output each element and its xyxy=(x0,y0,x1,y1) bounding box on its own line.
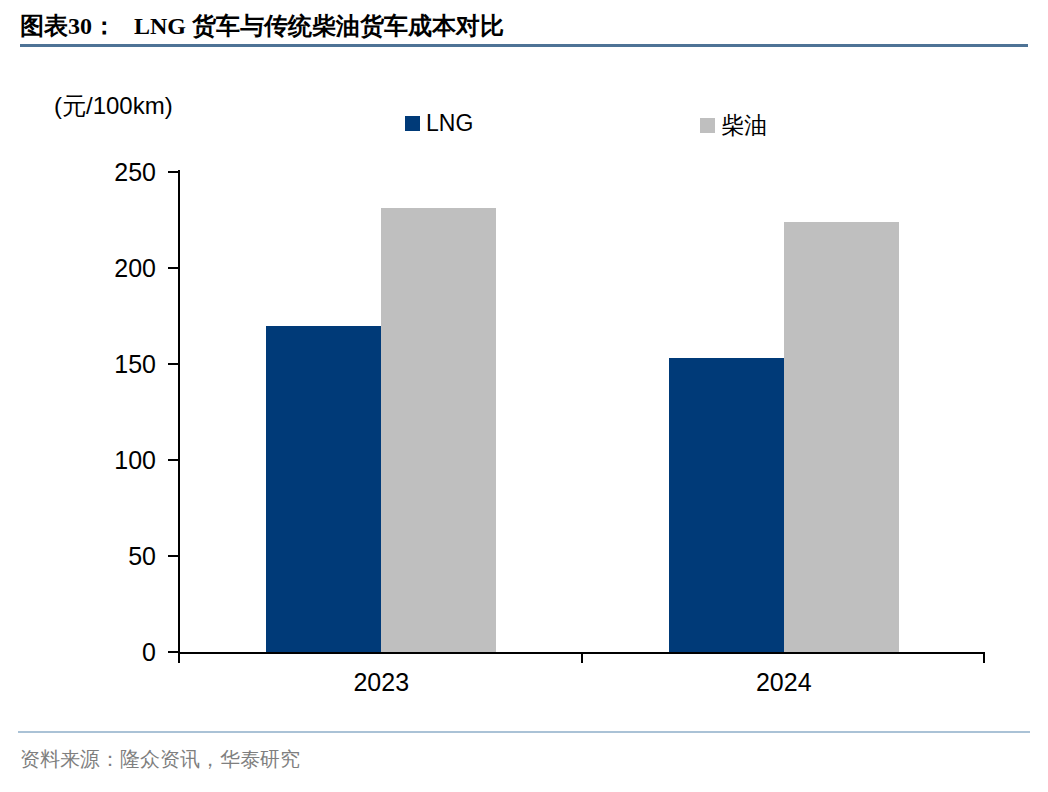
report-figure-page: 图表30：LNG 货车与传统柴油货车成本对比 (元/100km) LNG柴油05… xyxy=(0,0,1048,792)
footer-divider-rule xyxy=(18,731,1030,733)
x-tick-mark xyxy=(983,654,985,663)
y-tick-mark xyxy=(168,459,178,461)
x-tick-mark xyxy=(178,654,180,663)
legend-label: 柴油 xyxy=(721,110,767,141)
y-tick-mark xyxy=(168,171,178,173)
legend-label: LNG xyxy=(426,110,473,137)
x-tick-mark xyxy=(581,654,583,663)
x-category-label: 2023 xyxy=(311,668,451,697)
y-tick-label: 100 xyxy=(76,446,156,474)
source-note: 资料来源：隆众资讯，华泰研究 xyxy=(20,746,300,773)
y-tick-mark xyxy=(168,363,178,365)
legend-swatch-icon xyxy=(405,116,420,131)
legend-item-diesel: 柴油 xyxy=(700,110,767,141)
legend-item-lng: LNG xyxy=(405,110,473,137)
bar-2024-diesel xyxy=(784,222,899,652)
x-category-label: 2024 xyxy=(714,668,854,697)
bar-2023-diesel xyxy=(381,208,496,652)
bar-2024-lng xyxy=(669,358,784,652)
y-tick-label: 50 xyxy=(76,542,156,570)
y-tick-mark xyxy=(168,555,178,557)
y-tick-label: 150 xyxy=(76,350,156,378)
y-tick-mark xyxy=(168,267,178,269)
bar-2023-lng xyxy=(266,326,381,652)
y-tick-label: 200 xyxy=(76,254,156,282)
y-tick-label: 0 xyxy=(76,638,156,666)
legend-swatch-icon xyxy=(700,118,715,133)
y-axis-line xyxy=(178,170,180,654)
bar-chart-plot-area: LNG 柴油 0 50 100 150 200 250 2023 2024 xyxy=(0,0,1048,792)
y-tick-label: 250 xyxy=(76,158,156,186)
y-tick-mark xyxy=(168,651,178,653)
